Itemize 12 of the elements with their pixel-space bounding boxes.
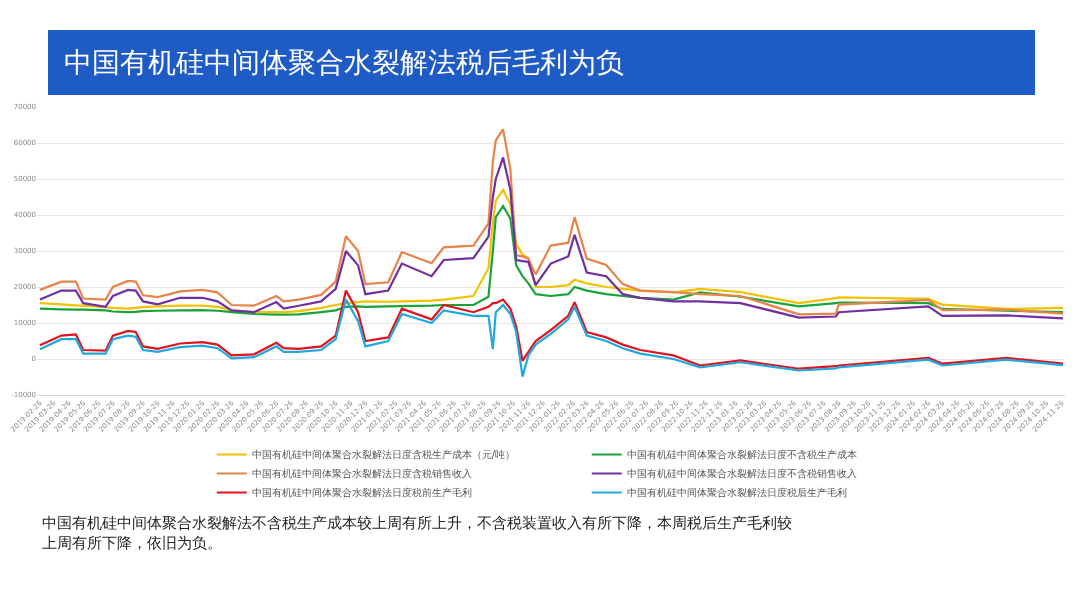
legend-label: 中国有机硅中间体聚合水裂解法日度含税销售收入 <box>251 468 472 480</box>
line-series <box>38 289 1065 370</box>
chart-title: 中国有机硅中间体聚合水裂解法税后毛利为负 <box>64 46 624 79</box>
legend-label: 中国有机硅中间体聚合水裂解法日度税前生产毛利 <box>251 487 472 499</box>
text: 中国有机硅中间体聚合水裂解法不含税生产成本较上周有所上升，不含税装置收入有所下降，本周税后生产毛利较上周有所下降，依旧为负。 <box>42 514 792 552</box>
legend-label: 中国有机硅中间体聚合水裂解法日度不含税销售收入 <box>626 468 857 480</box>
legend-label: 中国有机硅中间体聚合水裂解法日度税后生产毛利 <box>626 487 847 499</box>
legend-label: 中国有机硅中间体聚合水裂解法日度含税生产成本（元/吨） <box>251 449 516 461</box>
line-series <box>38 298 1065 378</box>
line-series <box>38 156 1065 320</box>
line-series <box>38 128 1065 316</box>
legend-label: 中国有机硅中间体聚合水裂解法日度不含税生产成本 <box>626 449 857 461</box>
